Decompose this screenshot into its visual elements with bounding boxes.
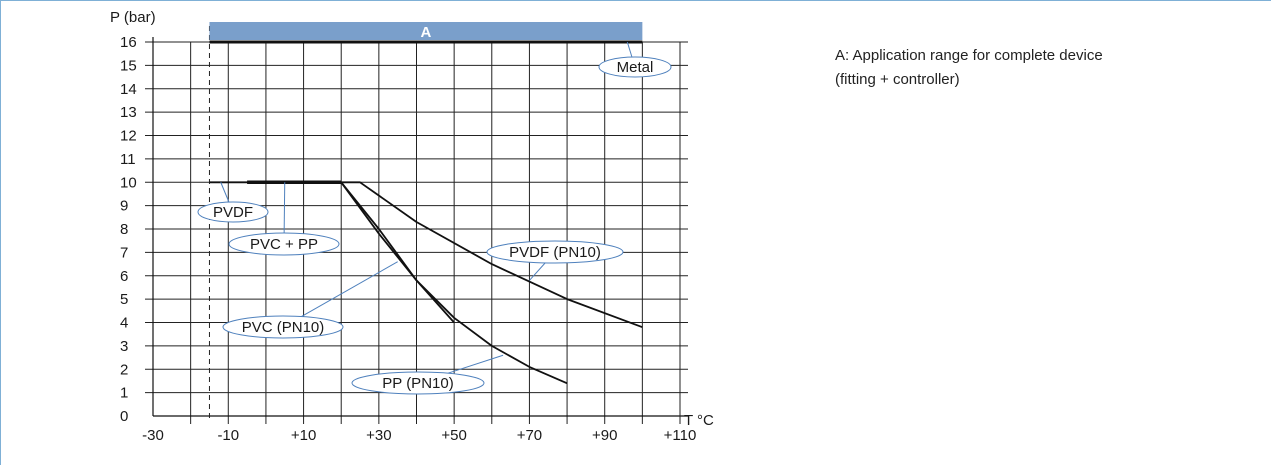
- y-axis-label: P (bar): [110, 9, 156, 26]
- x-tick-label: +10: [291, 427, 316, 444]
- callout-ellipse: [222, 315, 344, 339]
- callout-leader: [283, 182, 286, 234]
- callout-text: PVDF: [213, 204, 253, 221]
- grid: [145, 41, 688, 424]
- callout-ellipse: [486, 240, 624, 264]
- callout-leader: [220, 182, 230, 203]
- x-axis-label: T °C: [684, 412, 714, 429]
- y-tick-label: 1: [120, 385, 128, 402]
- callout-pvc-pn10-: PVC (PN10): [222, 261, 398, 339]
- callout-text: PVC + PP: [250, 236, 318, 253]
- series-line-pvc-pn10-: [340, 181, 455, 324]
- callout-text: PVC (PN10): [242, 319, 325, 336]
- note-line-2: (fitting + controller): [835, 71, 960, 88]
- callout-ellipse: [228, 232, 340, 256]
- y-tick-label: 2: [120, 361, 128, 378]
- callout-leader: [301, 261, 398, 317]
- callout-text: PVDF (PN10): [509, 244, 601, 261]
- x-tick-label: +110: [664, 427, 697, 444]
- note-line-1: A: Application range for complete device: [835, 47, 1103, 64]
- y-tick-label: 5: [120, 291, 128, 308]
- callout-metal: Metal: [598, 41, 672, 78]
- y-tick-label: 11: [120, 151, 136, 168]
- y-tick-label: 0: [120, 408, 128, 425]
- callout-ellipse: [598, 56, 672, 78]
- band-label: A: [420, 24, 431, 41]
- x-tick-label: +70: [517, 427, 542, 444]
- callout-text: Metal: [617, 59, 654, 76]
- y-tick-label: 3: [120, 338, 128, 355]
- y-tick-label: 15: [120, 57, 137, 74]
- y-tick-label: 4: [120, 315, 128, 332]
- y-tick-label: 12: [120, 128, 137, 145]
- application-range-note: A: Application range for complete device…: [835, 44, 1255, 92]
- y-tick-label: 14: [120, 81, 137, 98]
- callout-ellipse: [351, 371, 485, 395]
- y-tick-label: 10: [120, 174, 137, 191]
- callout-pvdf-pn10-: PVDF (PN10): [486, 240, 624, 281]
- callouts: Metal PVDF PVC + PP PVDF (PN10) PVC (PN10) PP…: [197, 41, 672, 395]
- callout-text: PP (PN10): [382, 375, 453, 392]
- y-tick-label: 6: [120, 268, 128, 285]
- y-tick-label: 7: [120, 244, 128, 261]
- callout-pvc-pp: PVC + PP: [228, 182, 340, 256]
- callout-leader: [529, 262, 546, 281]
- callout-pp-pn10-: PP (PN10): [351, 354, 504, 395]
- y-tick-label: 9: [120, 198, 128, 215]
- y-tick-label: 8: [120, 221, 128, 238]
- x-tick-label: -30: [142, 427, 164, 444]
- series-line-pp-pn10-: [340, 181, 568, 385]
- callout-leader: [626, 41, 633, 58]
- application-range-band: [209, 22, 643, 40]
- x-tick-label: +30: [366, 427, 391, 444]
- x-tick-label: +90: [592, 427, 617, 444]
- y-tick-label: 13: [120, 104, 137, 121]
- series-line-pvdf-pn10-: [341, 181, 643, 329]
- series-group: [209, 40, 643, 385]
- callout-pvdf: PVDF: [197, 182, 269, 223]
- x-tick-label: -10: [217, 427, 239, 444]
- y-tick-label: 16: [120, 34, 137, 51]
- callout-leader: [447, 354, 504, 374]
- x-tick-label: +50: [441, 427, 466, 444]
- callout-ellipse: [197, 201, 269, 223]
